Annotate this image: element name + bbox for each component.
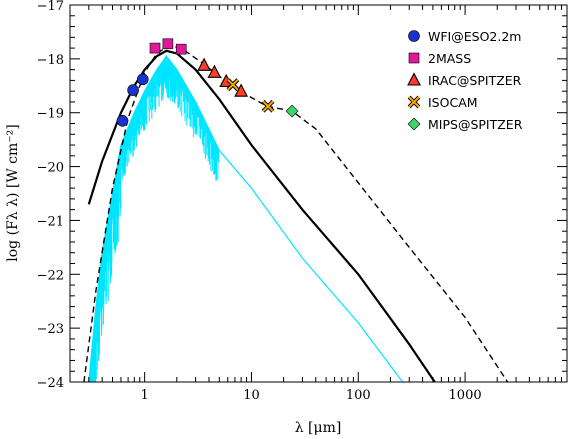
x-tick-label: 100 (346, 388, 371, 403)
y-tick-label: −17 (37, 0, 64, 14)
legend-marker (407, 117, 421, 131)
data-point (226, 78, 240, 92)
marker-layer (116, 38, 299, 127)
legend-label: MIPS@SPITZER (428, 117, 523, 132)
data-point (197, 57, 211, 71)
legend-label: WFI@ESO2.2m (428, 29, 521, 44)
y-tick-label: −20 (37, 161, 64, 176)
data-point (175, 43, 187, 55)
legend-label: 2MASS (428, 51, 471, 66)
y-tick-label: −23 (37, 322, 64, 337)
x-tick-label: 1 (141, 388, 149, 403)
x-tick-label: 1000 (449, 388, 482, 403)
legend: WFI@ESO2.2m 2MASS IRAC@SPITZER ISOCAM MIPS@S… (407, 29, 523, 132)
x-tick-label: 10 (243, 388, 260, 403)
data-point (127, 84, 139, 96)
legend-marker (408, 52, 420, 64)
legend-marker (407, 72, 421, 86)
y-tick-label: −22 (37, 268, 64, 283)
y-tick-label: −18 (37, 53, 64, 68)
data-point (116, 114, 129, 127)
legend-marker (408, 30, 420, 42)
x-axis-ticks: 1 10 100 1000 (69, 5, 568, 403)
model-spectrum-line (88, 55, 404, 382)
y-tick-label: −21 (37, 214, 64, 229)
plot-frame (69, 4, 568, 383)
data-point (136, 73, 149, 86)
data-point (149, 42, 161, 54)
y-tick-label: −19 (37, 107, 64, 122)
y-axis-label: log (Fλ λ) [W cm⁻²] (5, 124, 21, 261)
y-tick-label: −24 (37, 376, 64, 391)
data-point (207, 64, 222, 78)
legend-marker (407, 95, 421, 109)
data-point (162, 38, 174, 50)
x-axis-label: λ [μm] (295, 420, 342, 436)
spectrum-layer (88, 55, 404, 382)
data-point (234, 83, 249, 97)
legend-label: ISOCAM (428, 95, 478, 110)
data-point (261, 99, 275, 113)
y-axis-ticks: −24 −23 −22 −21 −20 −19 −18 −17 (37, 0, 567, 391)
data-point (285, 104, 299, 118)
dashed-model-curve (83, 44, 509, 382)
legend-label: IRAC@SPITZER (428, 73, 522, 88)
